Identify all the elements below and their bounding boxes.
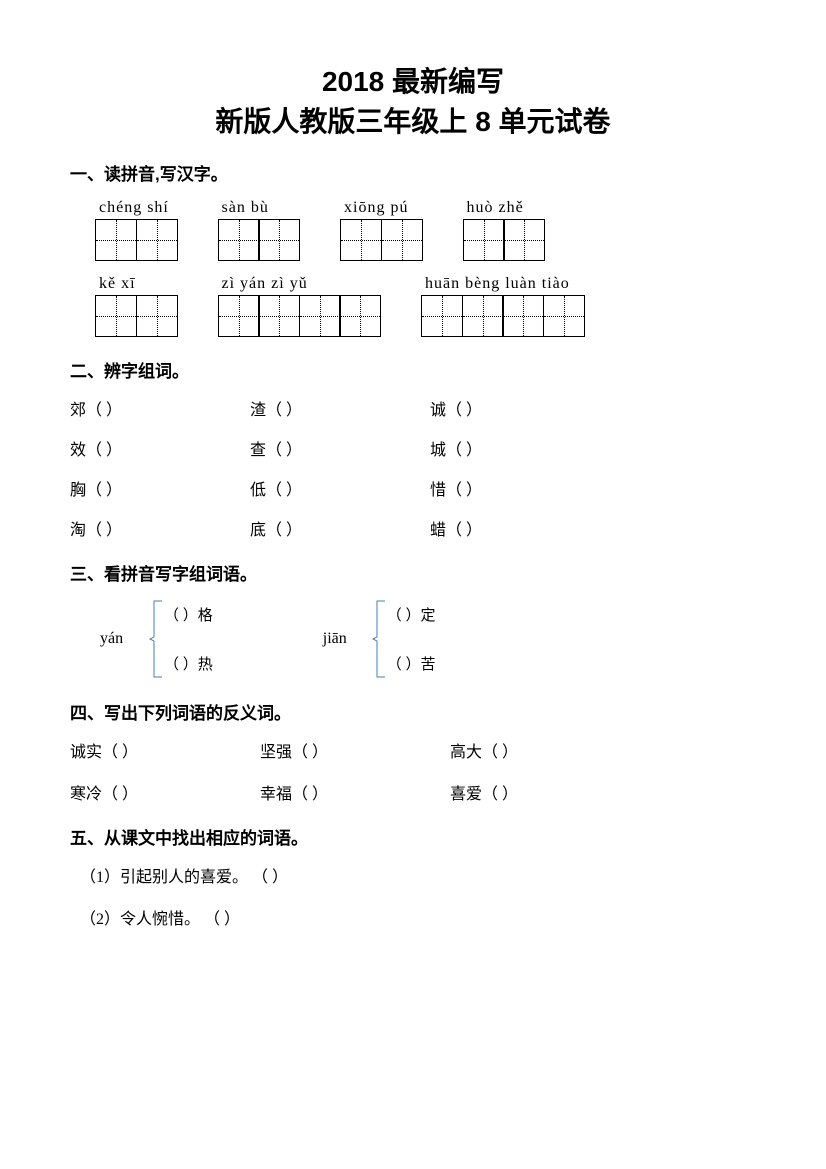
word-row: 淘（ ） 底（ ） 蜡（ ） xyxy=(70,516,756,540)
pinyin-group: huān bèng luàn tiào xyxy=(421,275,585,337)
word-item[interactable]: 渣（ ） xyxy=(250,396,430,420)
bracket-option[interactable]: （ ）定 xyxy=(387,604,436,625)
tianzige-box[interactable] xyxy=(381,219,423,261)
tianzige-row xyxy=(218,295,382,337)
tianzige-box[interactable] xyxy=(340,219,382,261)
antonym-item[interactable]: 喜爱（ ） xyxy=(450,780,640,804)
pinyin-group: huò zhě xyxy=(463,199,546,261)
bracket-pinyin: yán xyxy=(100,630,140,648)
tianzige-row xyxy=(218,219,301,261)
pinyin-label: huān bèng luàn tiào xyxy=(421,275,570,293)
tianzige-box[interactable] xyxy=(502,295,544,337)
bracket-options: （ ）定 （ ）苦 xyxy=(387,604,436,674)
bracket-option[interactable]: （ ）苦 xyxy=(387,653,436,674)
bracket-option[interactable]: （ ）格 xyxy=(164,604,213,625)
section-2-heading: 二、辨字组词。 xyxy=(70,357,756,382)
word-item[interactable]: 城（ ） xyxy=(430,436,610,460)
word-item[interactable]: 惜（ ） xyxy=(430,476,610,500)
antonym-item[interactable]: 幸福（ ） xyxy=(260,780,450,804)
tianzige-row xyxy=(340,219,423,261)
pinyin-group: kě xī xyxy=(95,275,178,337)
tianzige-box[interactable] xyxy=(463,219,505,261)
pinyin-label: xiōng pú xyxy=(340,199,408,217)
pinyin-group: xiōng pú xyxy=(340,199,423,261)
antonym-item[interactable]: 高大（ ） xyxy=(450,738,640,762)
tianzige-box[interactable] xyxy=(503,219,545,261)
tianzige-box[interactable] xyxy=(258,295,300,337)
word-item[interactable]: 蜡（ ） xyxy=(430,516,610,540)
tianzige-box[interactable] xyxy=(258,219,300,261)
pinyin-label: huò zhě xyxy=(463,199,524,217)
antonym-row: 寒冷（ ） 幸福（ ） 喜爱（ ） xyxy=(70,780,756,804)
tianzige-box[interactable] xyxy=(462,295,504,337)
pinyin-group: chéng shí xyxy=(95,199,178,261)
section-3-heading: 三、看拼音写字组词语。 xyxy=(70,560,756,585)
word-row: 郊（ ） 渣（ ） 诚（ ） xyxy=(70,396,756,420)
pinyin-label: chéng shí xyxy=(95,199,169,217)
word-row: 效（ ） 查（ ） 城（ ） xyxy=(70,436,756,460)
tianzige-box[interactable] xyxy=(421,295,463,337)
bracket-unit: yán （ ）格 （ ）热 xyxy=(100,599,213,679)
word-item[interactable]: 效（ ） xyxy=(70,436,250,460)
pinyin-row-2: kě xī zì yán zì yǔ huān bèng luàn tiào xyxy=(95,275,756,337)
tianzige-box[interactable] xyxy=(299,295,341,337)
pinyin-group: sàn bù xyxy=(218,199,301,261)
sentence-item[interactable]: （2）令人惋惜。 （ ） xyxy=(80,905,756,929)
pinyin-group: zì yán zì yǔ xyxy=(218,275,382,337)
antonym-item[interactable]: 坚强（ ） xyxy=(260,738,450,762)
section-1-heading: 一、读拼音,写汉字。 xyxy=(70,160,756,185)
word-row: 胸（ ） 低（ ） 惜（ ） xyxy=(70,476,756,500)
tianzige-box[interactable] xyxy=(543,295,585,337)
word-item[interactable]: 郊（ ） xyxy=(70,396,250,420)
tianzige-box[interactable] xyxy=(136,295,178,337)
bracket-pinyin: jiān xyxy=(323,630,363,648)
tianzige-box[interactable] xyxy=(136,219,178,261)
tianzige-row xyxy=(95,219,178,261)
antonym-item[interactable]: 寒冷（ ） xyxy=(70,780,260,804)
bracket-group: yán （ ）格 （ ）热 jiān （ ）定 （ ）苦 xyxy=(100,599,756,679)
pinyin-row-1: chéng shí sàn bù xiōng pú huò zhě xyxy=(95,199,756,261)
bracket-icon xyxy=(371,599,387,679)
word-item[interactable]: 诚（ ） xyxy=(430,396,610,420)
pinyin-label: sàn bù xyxy=(218,199,269,217)
bracket-icon xyxy=(148,599,164,679)
pinyin-label: kě xī xyxy=(95,275,136,293)
bracket-options: （ ）格 （ ）热 xyxy=(164,604,213,674)
tianzige-box[interactable] xyxy=(218,295,260,337)
tianzige-row xyxy=(421,295,585,337)
title-line-2: 新版人教版三年级上 8 单元试卷 xyxy=(70,100,756,140)
bracket-option[interactable]: （ ）热 xyxy=(164,653,213,674)
title-line-1: 2018 最新编写 xyxy=(70,60,756,100)
tianzige-box[interactable] xyxy=(95,295,137,337)
bracket-unit: jiān （ ）定 （ ）苦 xyxy=(323,599,436,679)
tianzige-box[interactable] xyxy=(95,219,137,261)
word-item[interactable]: 底（ ） xyxy=(250,516,430,540)
pinyin-label: zì yán zì yǔ xyxy=(218,275,308,293)
tianzige-row xyxy=(95,295,178,337)
tianzige-row xyxy=(463,219,546,261)
tianzige-box[interactable] xyxy=(218,219,260,261)
antonym-row: 诚实（ ） 坚强（ ） 高大（ ） xyxy=(70,738,756,762)
word-item[interactable]: 查（ ） xyxy=(250,436,430,460)
section-5-heading: 五、从课文中找出相应的词语。 xyxy=(70,824,756,849)
word-item[interactable]: 淘（ ） xyxy=(70,516,250,540)
word-item[interactable]: 胸（ ） xyxy=(70,476,250,500)
sentence-item[interactable]: （1）引起别人的喜爱。 （ ） xyxy=(80,863,756,887)
section-4-heading: 四、写出下列词语的反义词。 xyxy=(70,699,756,724)
antonym-item[interactable]: 诚实（ ） xyxy=(70,738,260,762)
tianzige-box[interactable] xyxy=(339,295,381,337)
word-item[interactable]: 低（ ） xyxy=(250,476,430,500)
